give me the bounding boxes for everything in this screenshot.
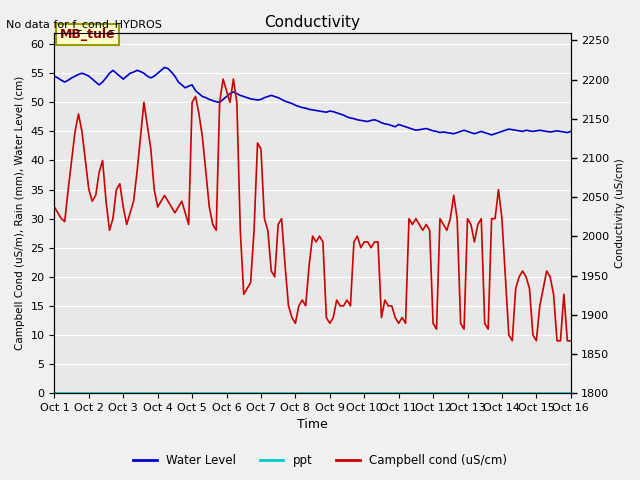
- X-axis label: Time: Time: [297, 419, 328, 432]
- Y-axis label: Campbell Cond (uS/m), Rain (mm), Water Level (cm): Campbell Cond (uS/m), Rain (mm), Water L…: [15, 76, 25, 350]
- Text: No data for f_cond_HYDROS: No data for f_cond_HYDROS: [6, 19, 163, 30]
- Y-axis label: Conductivity (uS/cm): Conductivity (uS/cm): [615, 158, 625, 268]
- Legend: Water Level, ppt, Campbell cond (uS/cm): Water Level, ppt, Campbell cond (uS/cm): [128, 449, 512, 472]
- Title: Conductivity: Conductivity: [264, 15, 360, 30]
- Text: MB_tule: MB_tule: [60, 28, 115, 41]
